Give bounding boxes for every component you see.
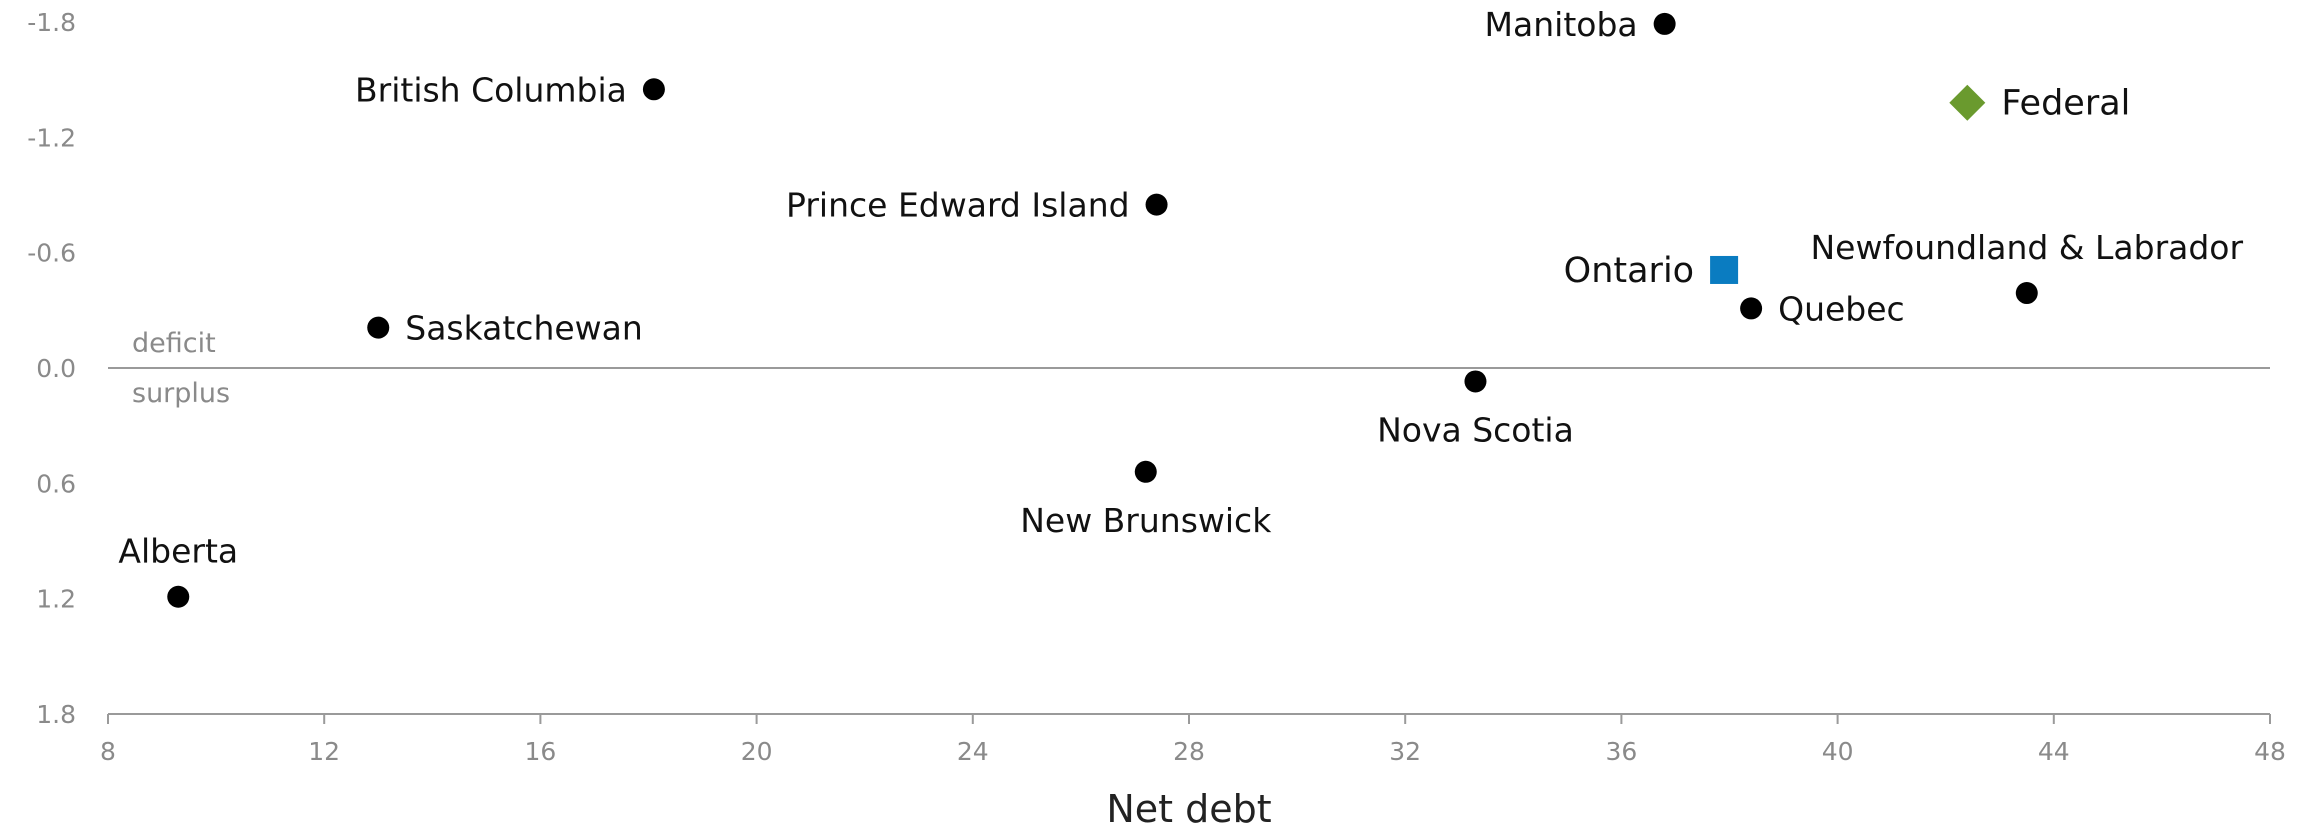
x-tick-label: 36 <box>1605 737 1637 766</box>
circle-marker <box>367 316 390 339</box>
surplus-zone-label: surplus <box>132 378 230 409</box>
point-label: Quebec <box>1778 289 1905 328</box>
y-tick-label: -0.6 <box>27 239 76 268</box>
point-label: New Brunswick <box>1020 501 1272 540</box>
y-tick-label: 0.0 <box>36 354 76 383</box>
point-label: Ontario <box>1564 251 1694 291</box>
x-tick-label: 20 <box>741 737 773 766</box>
circle-marker <box>1134 460 1157 483</box>
point-label: British Columbia <box>355 70 627 109</box>
x-tick-label: 24 <box>957 737 989 766</box>
data-point: Manitoba <box>1485 5 1676 44</box>
data-point: British Columbia <box>355 70 665 109</box>
square-marker <box>1710 255 1739 284</box>
data-point: Quebec <box>1740 289 1905 328</box>
data-point: Saskatchewan <box>367 309 643 348</box>
x-tick-label: 8 <box>100 737 116 766</box>
point-label: Saskatchewan <box>405 309 643 348</box>
y-tick-label: -1.2 <box>27 123 76 152</box>
x-tick-label: 44 <box>2038 737 2070 766</box>
circle-marker <box>2015 282 2038 305</box>
data-point: Ontario <box>1564 251 1739 291</box>
x-axis-ticks: 8 12 16 20 24 28 32 36 40 44 48 <box>100 714 2286 766</box>
data-point: New Brunswick <box>1020 460 1272 540</box>
data-point: Federal <box>1949 84 2130 124</box>
point-label: Newfoundland & Labrador <box>1810 228 2243 267</box>
circle-marker <box>1740 297 1763 320</box>
circle-marker <box>1145 193 1168 216</box>
y-tick-label: 1.8 <box>36 700 76 729</box>
x-axis-title: Net debt <box>1106 787 1271 829</box>
circle-marker <box>642 78 665 101</box>
point-label: Federal <box>2001 84 2130 124</box>
y-tick-label: 0.6 <box>36 469 76 498</box>
data-point: Prince Edward Island <box>786 186 1168 225</box>
x-tick-label: 28 <box>1173 737 1205 766</box>
diamond-marker <box>1949 84 1986 121</box>
point-label: Manitoba <box>1485 5 1638 44</box>
y-axis-ticks: -1.8 -1.2 -0.6 0.0 0.6 1.2 1.8 <box>27 8 76 729</box>
circle-marker <box>1653 12 1676 35</box>
x-tick-label: 16 <box>524 737 556 766</box>
x-tick-label: 12 <box>308 737 340 766</box>
x-tick-label: 32 <box>1389 737 1421 766</box>
data-point: Alberta <box>118 532 238 608</box>
circle-marker <box>167 585 190 608</box>
x-tick-label: 40 <box>1822 737 1854 766</box>
point-label: Prince Edward Island <box>786 186 1130 225</box>
data-point: Newfoundland & Labrador <box>1810 228 2243 305</box>
x-tick-label: 48 <box>2254 737 2286 766</box>
y-tick-label: 1.2 <box>36 585 76 614</box>
data-point: Nova Scotia <box>1377 370 1574 449</box>
point-label: Nova Scotia <box>1377 410 1574 449</box>
point-label: Alberta <box>118 532 238 571</box>
data-points: Manitoba British Columbia Federal Prince Ed… <box>118 5 2243 608</box>
y-tick-label: -1.8 <box>27 8 76 37</box>
circle-marker <box>1464 370 1487 393</box>
deficit-zone-label: deficit <box>132 328 216 359</box>
